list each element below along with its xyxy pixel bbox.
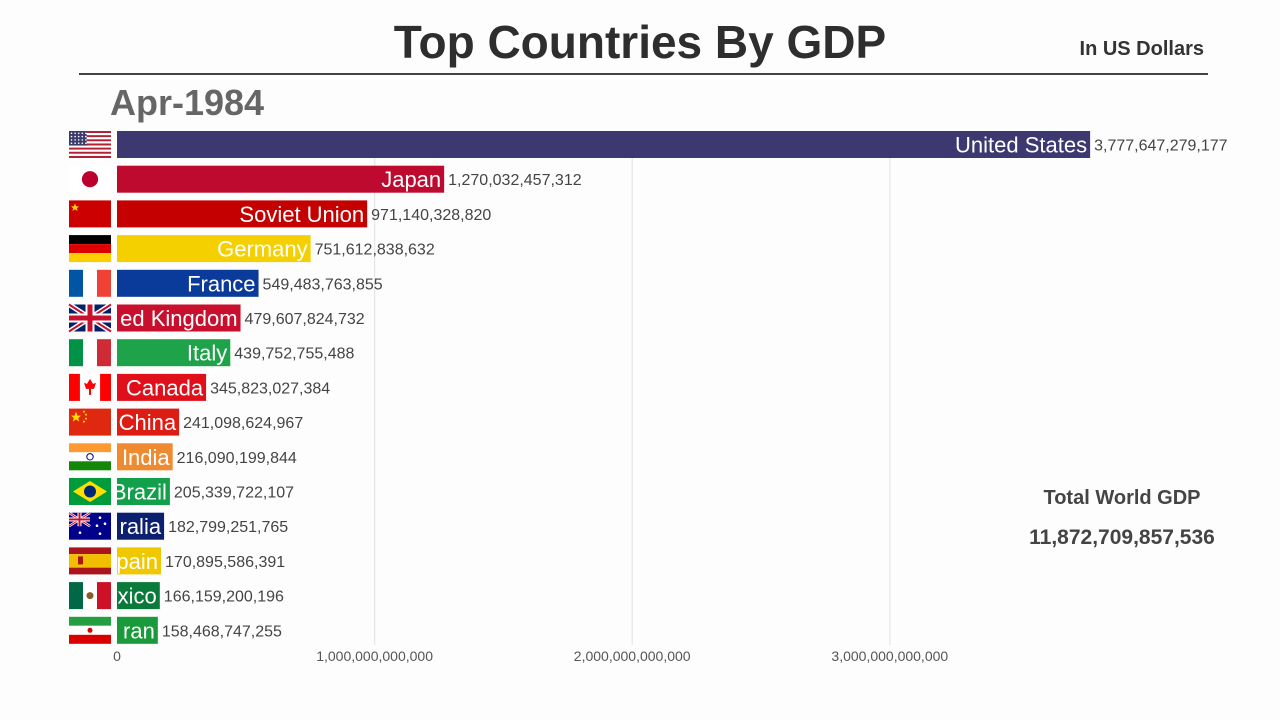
bar-soviet-union <box>117 200 368 228</box>
x-tick-label: 3,000,000,000,000 <box>831 648 948 664</box>
bar-label-united-states: United States <box>955 133 1087 158</box>
value-label-canada: 345,823,027,384 <box>210 380 330 397</box>
bar-label-france: France <box>187 271 255 296</box>
bar-label-germany: Germany <box>217 237 307 262</box>
flag-es-icon <box>69 547 111 575</box>
bar-australia <box>117 512 165 540</box>
bar-united-states <box>117 131 1091 158</box>
total-gdp-value: 11,872,709,857,536 <box>1029 526 1215 549</box>
value-label-japan: 1,270,032,457,312 <box>448 172 582 189</box>
bar-label-japan: Japan <box>381 167 441 192</box>
value-label-france: 549,483,763,855 <box>263 276 383 293</box>
flag-ir-icon <box>69 616 111 644</box>
bar-brazil <box>117 478 170 505</box>
flag-ca-icon <box>69 373 111 401</box>
bar-iran <box>117 616 158 644</box>
total-gdp-label: Total World GDP <box>1043 487 1201 509</box>
flag-cn-icon <box>69 408 111 436</box>
bar-label-brazil: Brazil <box>112 480 167 505</box>
flag-mx-icon <box>69 582 111 610</box>
flag-su-icon <box>69 200 111 228</box>
flag-au-icon <box>68 511 111 540</box>
bar-label-china: China <box>119 410 177 435</box>
value-label-united-kingdom: 479,607,824,732 <box>245 311 365 328</box>
period-label: Apr-1984 <box>110 82 265 123</box>
x-axis: 0 1,000,000,000,000 2,000,000,000,000 3,000… <box>113 648 948 664</box>
bar-label-italy: Italy <box>187 341 227 366</box>
value-label-spain: 170,895,586,391 <box>165 554 285 571</box>
bar-label-australia: ralia <box>120 514 162 539</box>
bar-label-canada: Canada <box>126 375 204 400</box>
value-label-iran: 158,468,747,255 <box>162 623 282 640</box>
bar-label-soviet-union: Soviet Union <box>239 202 364 227</box>
bar-france <box>117 269 259 297</box>
value-label-china: 241,098,624,967 <box>183 415 303 432</box>
value-label-india: 216,090,199,844 <box>177 450 297 467</box>
flag-gb-icon <box>67 302 113 334</box>
chart-title: Top Countries By GDP <box>393 16 887 68</box>
flag-us-icon <box>69 131 111 161</box>
bar-japan <box>117 165 445 193</box>
x-tick-label: 2,000,000,000,000 <box>574 648 691 664</box>
bar-spain <box>117 547 162 575</box>
value-label-united-states: 3,777,647,279,177 <box>1094 138 1228 155</box>
title-divider <box>79 73 1208 75</box>
bars: United States 3,777,647,279,177 Japan 1,270… <box>67 131 1228 644</box>
value-label-italy: 439,752,755,488 <box>234 346 354 363</box>
bar-china <box>117 408 180 436</box>
flag-it-icon <box>69 339 111 367</box>
bar-canada <box>117 373 207 401</box>
value-label-mexico: 166,159,200,196 <box>164 589 284 606</box>
flag-in-icon <box>69 443 111 471</box>
bar-united-kingdom <box>117 304 241 332</box>
bar-label-united-kingdom: ed Kingdom <box>120 306 237 331</box>
value-label-brazil: 205,339,722,107 <box>174 485 294 502</box>
flag-jp-icon <box>69 165 111 193</box>
bar-label-spain: pain <box>116 549 158 574</box>
bar-label-mexico: xico <box>118 584 157 609</box>
grid-lines <box>374 158 891 645</box>
value-label-australia: 182,799,251,765 <box>168 519 288 536</box>
value-label-soviet-union: 971,140,328,820 <box>371 207 491 224</box>
flag-br-icon <box>69 478 111 505</box>
bar-germany <box>117 235 311 263</box>
x-tick-label: 0 <box>113 648 121 664</box>
value-label-germany: 751,612,838,632 <box>315 242 435 259</box>
bar-label-iran: ran <box>123 618 155 643</box>
flag-de-icon <box>69 235 111 263</box>
flag-fr-icon <box>69 269 111 297</box>
bar-mexico <box>117 582 160 610</box>
bar-italy <box>117 339 231 367</box>
x-tick-label: 1,000,000,000,000 <box>316 648 433 664</box>
bar-india <box>117 443 173 471</box>
bar-label-india: India <box>122 445 170 470</box>
unit-label: In US Dollars <box>1079 38 1204 60</box>
